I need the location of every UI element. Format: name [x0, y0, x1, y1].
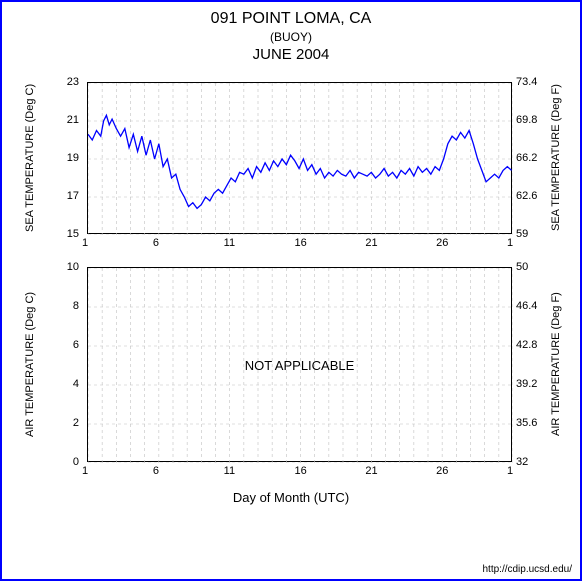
xtick: 1: [82, 237, 88, 249]
title: 091 POINT LOMA, CA: [2, 10, 580, 28]
xtick: 1: [507, 465, 513, 477]
sea-temp-ylabel-left: SEA TEMPERATURE (Deg C): [24, 82, 36, 234]
xtick: 11: [224, 237, 235, 249]
credit: http://cdip.ucsd.edu/: [482, 564, 572, 575]
sea-temp-ylabel-right: SEA TEMPERATURE (Deg F): [550, 82, 562, 234]
xtick: 6: [153, 237, 159, 249]
xtick: 26: [436, 465, 448, 477]
ytick-right: 69.8: [516, 114, 537, 126]
ytick-left: 10: [67, 261, 79, 273]
ytick-right: 42.8: [516, 339, 537, 351]
ytick-left: 21: [67, 114, 79, 126]
xtick: 16: [295, 237, 307, 249]
xtick: 21: [365, 237, 377, 249]
xtick: 11: [224, 465, 235, 477]
ytick-right: 66.2: [516, 152, 537, 164]
xtick: 1: [82, 465, 88, 477]
air-temp-plot: NOT APPLICABLE: [87, 267, 512, 462]
xtick: 1: [507, 237, 513, 249]
ytick-left: 0: [73, 456, 79, 468]
ytick-left: 19: [67, 152, 79, 164]
ytick-right: 32: [516, 456, 528, 468]
air-temp-ylabel-right: AIR TEMPERATURE (Deg F): [550, 267, 562, 462]
xtick: 6: [153, 465, 159, 477]
x-axis-label: Day of Month (UTC): [2, 490, 580, 505]
ytick-right: 62.6: [516, 190, 537, 202]
ytick-left: 17: [67, 190, 79, 202]
ytick-right: 39.2: [516, 378, 537, 390]
xtick: 21: [365, 465, 377, 477]
ytick-right: 73.4: [516, 76, 537, 88]
ytick-left: 2: [73, 417, 79, 429]
sea-temp-plot: [87, 82, 512, 234]
ytick-right: 46.4: [516, 300, 537, 312]
month-label: JUNE 2004: [2, 46, 580, 63]
xtick: 16: [295, 465, 307, 477]
subtitle: (BUOY): [2, 30, 580, 44]
chart-frame: 091 POINT LOMA, CA (BUOY) JUNE 2004 SEA …: [0, 0, 582, 581]
ytick-left: 15: [67, 228, 79, 240]
ytick-left: 8: [73, 300, 79, 312]
ytick-left: 6: [73, 339, 79, 351]
ytick-left: 4: [73, 378, 79, 390]
ytick-left: 23: [67, 76, 79, 88]
ytick-right: 50: [516, 261, 528, 273]
xtick: 26: [436, 237, 448, 249]
air-temp-ylabel-left: AIR TEMPERATURE (Deg C): [24, 267, 36, 462]
ytick-right: 59: [516, 228, 528, 240]
ytick-right: 35.6: [516, 417, 537, 429]
